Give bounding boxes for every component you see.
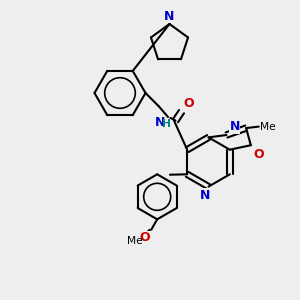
Text: O: O [139, 231, 150, 244]
Text: N: N [164, 10, 175, 22]
Text: Me: Me [127, 236, 143, 246]
Text: N: N [230, 121, 240, 134]
Text: N: N [154, 116, 165, 128]
Text: H: H [162, 119, 171, 129]
Text: O: O [253, 148, 264, 160]
Text: N: N [200, 189, 210, 202]
Text: Me: Me [260, 122, 276, 132]
Text: O: O [183, 97, 194, 110]
